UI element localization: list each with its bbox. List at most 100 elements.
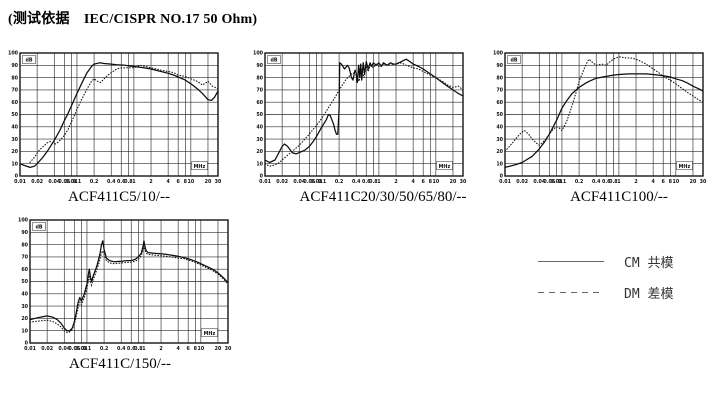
svg-text:70: 70 <box>21 255 28 261</box>
legend-dm-label: DM 差模 <box>624 287 674 302</box>
svg-text:40: 40 <box>21 292 28 298</box>
svg-text:6: 6 <box>662 179 666 185</box>
svg-text:0.06: 0.06 <box>543 179 555 185</box>
svg-text:0.6: 0.6 <box>602 179 611 185</box>
svg-text:10: 10 <box>256 161 263 167</box>
svg-text:80: 80 <box>21 242 28 248</box>
svg-text:0.04: 0.04 <box>293 179 305 185</box>
svg-text:0.6: 0.6 <box>127 346 136 352</box>
svg-text:8: 8 <box>184 179 188 185</box>
svg-text:0.1: 0.1 <box>83 346 92 352</box>
svg-text:0.08: 0.08 <box>551 179 563 185</box>
svg-text:4: 4 <box>166 179 170 185</box>
svg-text:10: 10 <box>21 328 28 334</box>
svg-text:80: 80 <box>11 75 18 81</box>
svg-text:0.2: 0.2 <box>90 179 99 185</box>
svg-text:0.02: 0.02 <box>41 346 53 352</box>
svg-text:20: 20 <box>496 149 503 155</box>
svg-text:0.2: 0.2 <box>100 346 109 352</box>
legend-row-dm: DM 差模 <box>538 277 673 308</box>
svg-text:1: 1 <box>377 179 380 185</box>
svg-text:60: 60 <box>11 100 18 106</box>
svg-text:50: 50 <box>496 112 503 118</box>
svg-text:2: 2 <box>149 179 152 185</box>
svg-text:70: 70 <box>496 88 503 94</box>
svg-text:50: 50 <box>11 112 18 118</box>
svg-text:20: 20 <box>21 316 28 322</box>
legend-cm-label: CM 共模 <box>624 256 674 271</box>
svg-text:0: 0 <box>500 174 504 180</box>
svg-text:6: 6 <box>187 346 191 352</box>
svg-text:1: 1 <box>142 346 145 352</box>
svg-text:4: 4 <box>176 346 180 352</box>
svg-text:20: 20 <box>450 179 457 185</box>
svg-text:30: 30 <box>225 346 232 352</box>
svg-text:70: 70 <box>11 88 18 94</box>
svg-text:0.02: 0.02 <box>31 179 43 185</box>
svg-text:0.1: 0.1 <box>558 179 567 185</box>
svg-text:50: 50 <box>256 112 263 118</box>
svg-text:4: 4 <box>411 179 415 185</box>
svg-text:0.01: 0.01 <box>499 179 511 185</box>
svg-text:50: 50 <box>21 279 28 285</box>
svg-text:8: 8 <box>669 179 673 185</box>
svg-text:MHz: MHz <box>204 331 216 337</box>
chart-title: ACF411C5/10/-- <box>68 189 170 205</box>
svg-text:0: 0 <box>260 174 264 180</box>
svg-text:0.08: 0.08 <box>76 346 88 352</box>
svg-text:MHz: MHz <box>439 164 451 170</box>
chart-title: ACF411C/150/-- <box>69 356 171 372</box>
svg-text:8: 8 <box>194 346 198 352</box>
chart-title: ACF411C20/30/50/65/80/-- <box>299 189 467 205</box>
svg-text:0.06: 0.06 <box>303 179 315 185</box>
chart-block-acf411c150: 0 10 20 30 40 50 60 70 80 90 100 0.01 0.02 0.04 0.06 0.… <box>16 212 234 373</box>
svg-text:0.8: 0.8 <box>609 179 618 185</box>
svg-text:0: 0 <box>25 341 29 347</box>
svg-text:10: 10 <box>496 161 503 167</box>
svg-text:2: 2 <box>634 179 637 185</box>
svg-text:30: 30 <box>700 179 707 185</box>
svg-text:30: 30 <box>11 137 18 143</box>
svg-text:100: 100 <box>493 51 504 57</box>
svg-text:20: 20 <box>215 346 222 352</box>
svg-text:MHz: MHz <box>679 164 691 170</box>
svg-text:20: 20 <box>690 179 697 185</box>
svg-text:1: 1 <box>132 179 135 185</box>
svg-text:8: 8 <box>429 179 433 185</box>
svg-text:0.2: 0.2 <box>575 179 584 185</box>
chart-title: ACF411C100/-- <box>570 189 668 205</box>
svg-text:10: 10 <box>11 161 18 167</box>
svg-text:0.4: 0.4 <box>592 179 601 185</box>
svg-text:90: 90 <box>256 63 263 69</box>
svg-text:0.8: 0.8 <box>134 346 143 352</box>
svg-text:10: 10 <box>672 179 679 185</box>
svg-text:dB: dB <box>25 58 32 64</box>
svg-text:MHz: MHz <box>194 164 206 170</box>
svg-text:10: 10 <box>187 179 194 185</box>
svg-text:100: 100 <box>8 51 19 57</box>
svg-text:dB: dB <box>35 225 42 231</box>
svg-text:1: 1 <box>617 179 620 185</box>
svg-text:0.04: 0.04 <box>58 346 70 352</box>
svg-text:30: 30 <box>215 179 222 185</box>
svg-text:0.01: 0.01 <box>259 179 271 185</box>
svg-text:6: 6 <box>177 179 181 185</box>
chart-block-acf411c100: 0 10 20 30 40 50 60 70 80 90 100 0.01 0.02 0.04 0.06 0.… <box>491 45 709 206</box>
legend-row-cm: CM 共模 <box>538 246 673 277</box>
svg-text:100: 100 <box>18 218 29 224</box>
legend: CM 共模 DM 差模 <box>538 246 673 308</box>
svg-text:0.1: 0.1 <box>318 179 327 185</box>
svg-text:0.08: 0.08 <box>66 179 78 185</box>
svg-text:0: 0 <box>15 174 19 180</box>
svg-text:2: 2 <box>159 346 162 352</box>
svg-text:90: 90 <box>11 63 18 69</box>
svg-text:80: 80 <box>496 75 503 81</box>
svg-text:0.01: 0.01 <box>24 346 36 352</box>
svg-text:0.01: 0.01 <box>14 179 26 185</box>
svg-text:30: 30 <box>21 304 28 310</box>
svg-text:0.02: 0.02 <box>276 179 288 185</box>
svg-text:30: 30 <box>460 179 467 185</box>
